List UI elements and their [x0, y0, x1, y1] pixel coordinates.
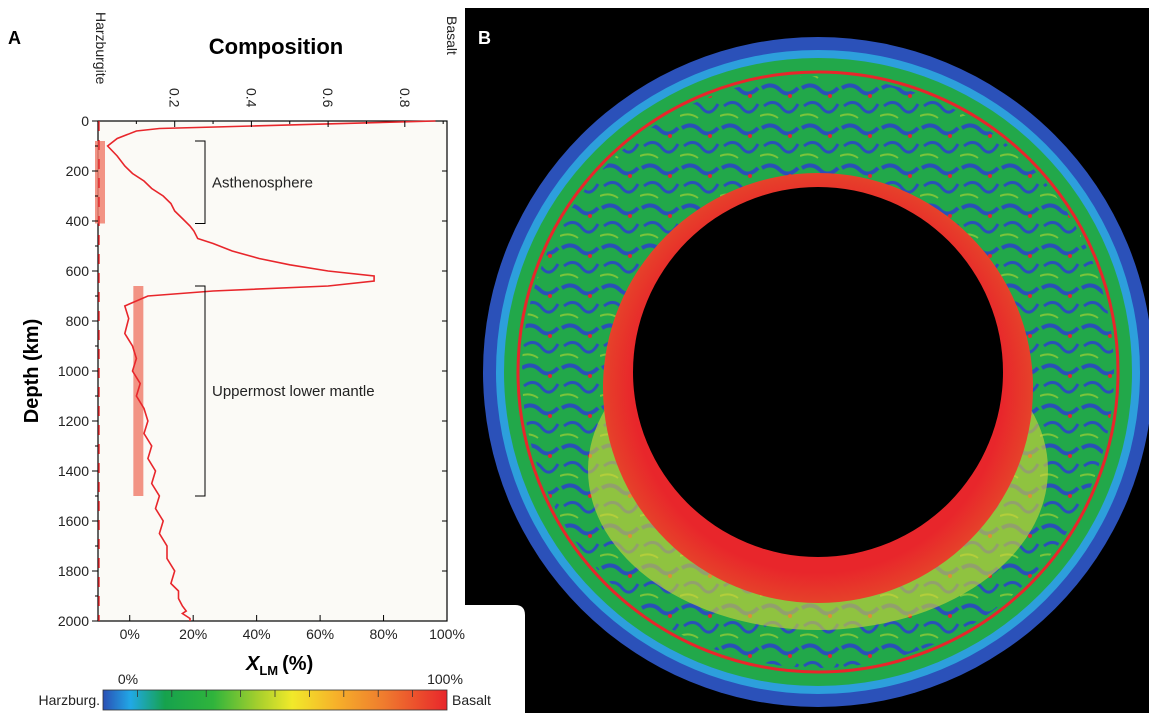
- panel-b: B: [465, 8, 1149, 713]
- top-tick-label-1: 0.4: [243, 88, 259, 108]
- top-tick-label-0: 0.2: [167, 88, 183, 108]
- top-tick-label-3: 0.8: [397, 88, 413, 108]
- bottom-tick-label-0: 0%: [120, 626, 140, 642]
- annotation-label-0: Asthenosphere: [212, 174, 313, 191]
- bottom-tick-label-2: 40%: [243, 626, 271, 642]
- y-tick-label-6: 1200: [58, 413, 89, 429]
- y-tick-label-9: 1800: [58, 563, 89, 579]
- panel-a: A Composition 0 200 400 600 800 1000 1200 1400 1…: [8, 12, 491, 711]
- y-axis: 0 200 400 600 800 1000 1200 1400 1600 1800 2000: [58, 113, 447, 629]
- annotation-bracket-0: [195, 140, 206, 224]
- top-right-end-label: Basalt: [444, 16, 460, 55]
- colorbar-min-label: 0%: [118, 671, 138, 687]
- top-left-end-label: Harzburgite: [93, 12, 109, 85]
- y-tick-label-5: 1000: [58, 363, 89, 379]
- panel-b-label: B: [478, 28, 491, 48]
- colorbar-left-label: Harzburg.: [39, 692, 100, 708]
- y-tick-label-7: 1400: [58, 463, 89, 479]
- composition-profile-line: [106, 120, 436, 621]
- colorbar-right-label: Basalt: [452, 692, 491, 708]
- x-axis-label-sub: LM: [259, 663, 278, 678]
- y-tick-label-0: 0: [81, 113, 89, 129]
- y-tick-label-3: 600: [66, 263, 90, 279]
- annotation-label-1: Uppermost lower mantle: [212, 383, 375, 400]
- y-axis-label: Depth (km): [21, 319, 43, 423]
- bottom-tick-label-3: 60%: [306, 626, 334, 642]
- y-tick-label-4: 800: [66, 313, 90, 329]
- annotation-bracket-1: [195, 285, 206, 497]
- core-black: [633, 187, 1003, 557]
- y-tick-label-1: 200: [66, 163, 90, 179]
- shaded-band-0: [95, 141, 105, 224]
- top-tick-label-2: 0.6: [320, 88, 336, 108]
- colorbar-max-label: 100%: [427, 671, 463, 687]
- panel-a-label: A: [8, 28, 21, 48]
- chart-title: Composition: [209, 34, 343, 59]
- x-axis-label-unit: (%): [282, 653, 313, 675]
- bottom-tick-label-1: 20%: [179, 626, 207, 642]
- y-tick-label-2: 400: [66, 213, 90, 229]
- outer-red-ring: [516, 70, 1120, 674]
- bottom-tick-label-4: 80%: [370, 626, 398, 642]
- plot-area: [97, 120, 448, 622]
- x-axis-label-main: X: [245, 653, 261, 675]
- x-axis-label: XLM (%): [245, 653, 313, 678]
- annotations: Asthenosphere Uppermost lower mantle: [195, 140, 375, 497]
- colorbar-ticks: [136, 690, 414, 697]
- bottom-axis: 0% 20% 40% 60% 80% 100%: [120, 615, 465, 642]
- bottom-tick-label-5: 100%: [429, 626, 465, 642]
- y-tick-label-8: 1600: [58, 513, 89, 529]
- y-tick-label-10: 2000: [58, 613, 89, 629]
- top-axis: 0.2 0.4 0.6 0.8: [135, 88, 444, 127]
